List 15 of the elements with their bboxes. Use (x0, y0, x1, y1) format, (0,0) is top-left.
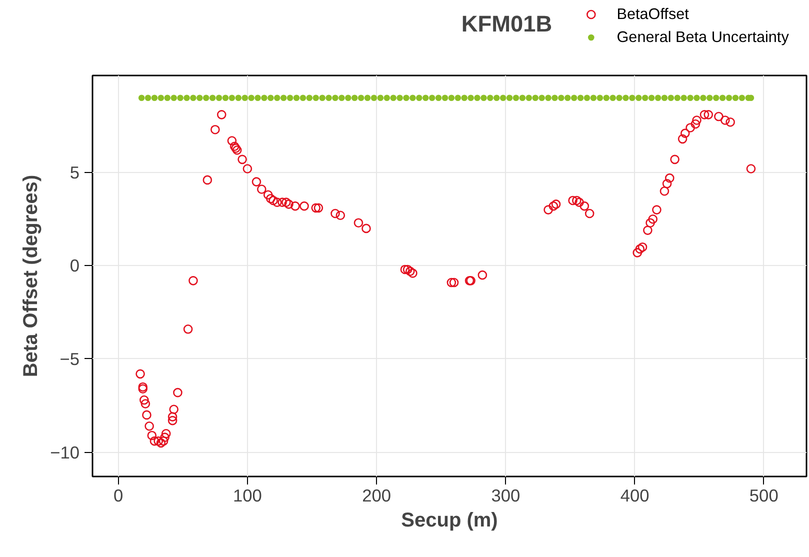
legend-label: BetaOffset (616, 6, 690, 23)
x-tick-label: 200 (362, 486, 392, 506)
x-tick-label: 0 (114, 486, 124, 506)
y-axis-title: Beta Offset (degrees) (20, 174, 42, 378)
legend-label: General Beta Uncertainty (616, 29, 790, 46)
x-tick-label: 400 (620, 486, 650, 506)
y-tick-label: 5 (70, 162, 80, 182)
y-tick-label: −5 (60, 349, 80, 369)
y-tick-label: 0 (70, 256, 80, 276)
x-axis-title: Secup (m) (401, 510, 498, 532)
chart-title: KFM01B (461, 10, 552, 36)
x-tick-label: 300 (491, 486, 520, 506)
y-tick-label: −10 (50, 442, 80, 462)
x-tick-label: 500 (749, 486, 778, 506)
x-tick-label: 100 (232, 486, 262, 506)
